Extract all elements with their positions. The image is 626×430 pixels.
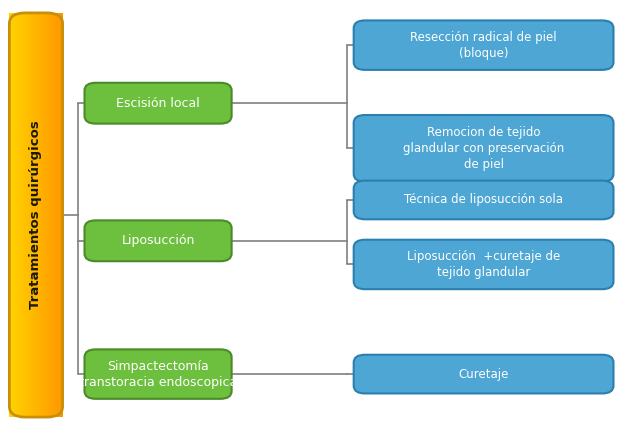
FancyBboxPatch shape xyxy=(354,115,613,181)
Bar xyxy=(54,13,56,417)
Bar xyxy=(20,13,21,417)
Bar xyxy=(18,13,19,417)
FancyBboxPatch shape xyxy=(85,83,232,124)
Bar xyxy=(24,13,25,417)
Bar xyxy=(9,13,11,417)
Bar xyxy=(15,13,16,417)
Bar xyxy=(47,13,48,417)
Bar xyxy=(19,13,20,417)
FancyBboxPatch shape xyxy=(85,349,232,399)
Text: Liposucción: Liposucción xyxy=(121,234,195,247)
Bar xyxy=(32,13,33,417)
Bar xyxy=(31,13,32,417)
FancyBboxPatch shape xyxy=(354,181,613,219)
Bar xyxy=(36,13,38,417)
Text: Remocion de tejido
glandular con preservación
de piel: Remocion de tejido glandular con preserv… xyxy=(403,126,564,171)
FancyBboxPatch shape xyxy=(85,220,232,261)
Text: Técnica de liposucción sola: Técnica de liposucción sola xyxy=(404,194,563,206)
Text: Tratamientos quirúrgicos: Tratamientos quirúrgicos xyxy=(29,121,43,309)
Bar xyxy=(59,13,60,417)
Bar xyxy=(40,13,41,417)
Text: Simpactectomía
transtoracia endoscopica: Simpactectomía transtoracia endoscopica xyxy=(79,359,237,389)
Bar xyxy=(44,13,45,417)
Text: Resección radical de piel
(bloque): Resección radical de piel (bloque) xyxy=(410,31,557,60)
Bar xyxy=(23,13,24,417)
Text: Escisión local: Escisión local xyxy=(116,97,200,110)
Bar xyxy=(27,13,28,417)
Bar xyxy=(25,13,27,417)
Bar xyxy=(12,13,13,417)
Bar xyxy=(48,13,49,417)
Bar xyxy=(58,13,59,417)
Bar xyxy=(11,13,12,417)
Bar xyxy=(49,13,51,417)
FancyBboxPatch shape xyxy=(354,240,613,289)
Text: Liposucción  +curetaje de
tejido glandular: Liposucción +curetaje de tejido glandula… xyxy=(407,250,560,279)
Bar xyxy=(60,13,61,417)
Bar xyxy=(53,13,54,417)
FancyBboxPatch shape xyxy=(354,355,613,393)
Bar xyxy=(61,13,63,417)
Bar xyxy=(51,13,52,417)
FancyBboxPatch shape xyxy=(354,20,613,70)
Bar xyxy=(52,13,53,417)
Bar xyxy=(33,13,34,417)
Bar xyxy=(29,13,31,417)
Bar xyxy=(28,13,29,417)
Bar xyxy=(34,13,36,417)
Bar xyxy=(45,13,46,417)
Bar xyxy=(21,13,23,417)
Bar xyxy=(13,13,15,417)
Bar xyxy=(16,13,18,417)
Bar xyxy=(56,13,58,417)
Bar xyxy=(41,13,43,417)
Bar xyxy=(38,13,39,417)
Bar xyxy=(43,13,44,417)
Bar xyxy=(39,13,40,417)
Text: Curetaje: Curetaje xyxy=(458,368,509,381)
